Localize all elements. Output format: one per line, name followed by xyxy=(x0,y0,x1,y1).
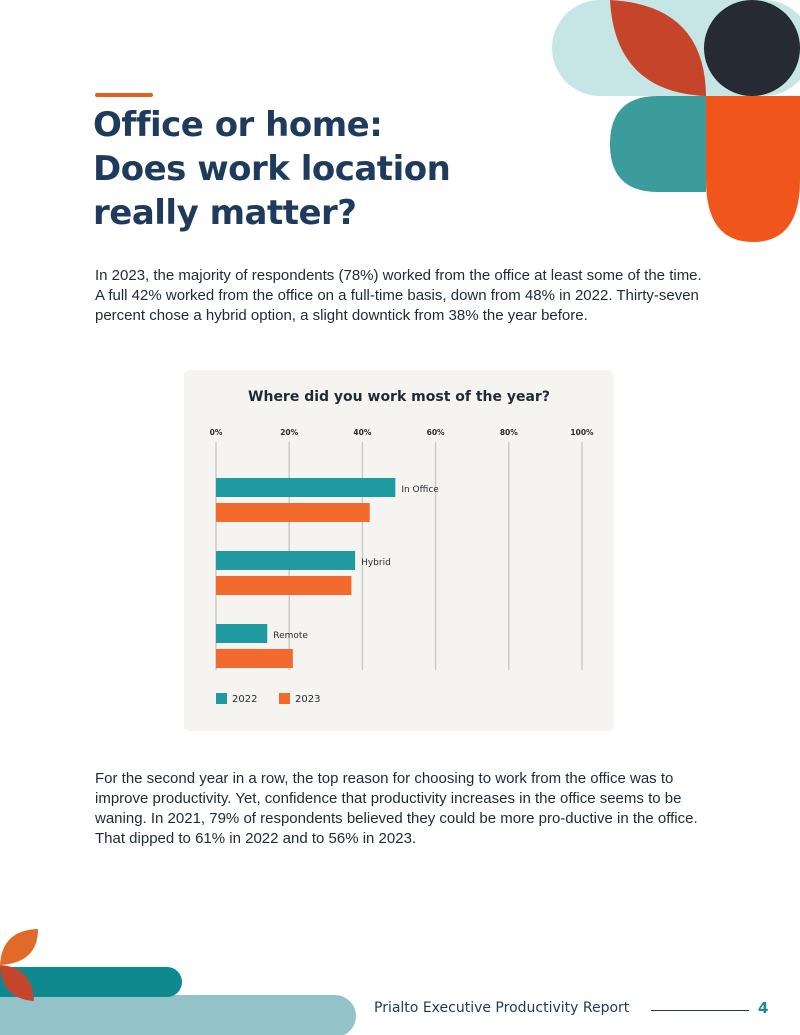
x-tick-label: 20% xyxy=(280,428,298,437)
chart-title: Where did you work most of the year? xyxy=(248,389,550,405)
x-tick-label: 40% xyxy=(353,428,371,437)
title-line-2: Does work location xyxy=(93,149,451,189)
bar-chart: 0% 20% 40% 60% 80% 100% In Office Hybrid Remote 2… xyxy=(210,428,594,705)
legend-label: 2023 xyxy=(295,694,320,705)
decorative-petals-top xyxy=(552,0,800,242)
bar xyxy=(216,576,352,595)
legend-label: 2022 xyxy=(232,694,257,705)
page-number: 4 xyxy=(758,999,769,1017)
legend-swatch xyxy=(216,693,227,704)
x-tick-label: 80% xyxy=(500,428,518,437)
x-tick-label: 0% xyxy=(210,428,223,437)
category-label: In Office xyxy=(401,485,439,495)
footer-report-title: Prialto Executive Productivity Report xyxy=(374,1000,630,1016)
category-label: Remote xyxy=(273,631,308,641)
bar xyxy=(216,624,268,643)
chart-card: Where did you work most of the year? 0% 2… xyxy=(184,370,614,731)
productivity-paragraph: For the second year in a row, the top re… xyxy=(95,770,698,847)
bar xyxy=(216,478,396,497)
x-tick-label: 100% xyxy=(570,428,594,437)
legend-swatch xyxy=(279,693,290,704)
footer-divider xyxy=(651,1010,749,1011)
title-line-1: Office or home: xyxy=(93,105,383,145)
bar xyxy=(216,503,370,522)
x-tick-label: 60% xyxy=(427,428,445,437)
category-label: Hybrid xyxy=(361,558,391,568)
page-title: Office or home: Does work location reall… xyxy=(93,103,513,235)
title-line-3: really matter? xyxy=(93,193,357,233)
decorative-bars-bottom xyxy=(0,929,356,1035)
bar xyxy=(216,551,356,570)
title-accent-rule xyxy=(95,93,153,97)
intro-paragraph: In 2023, the majority of respondents (78… xyxy=(95,267,702,324)
bar xyxy=(216,649,293,668)
